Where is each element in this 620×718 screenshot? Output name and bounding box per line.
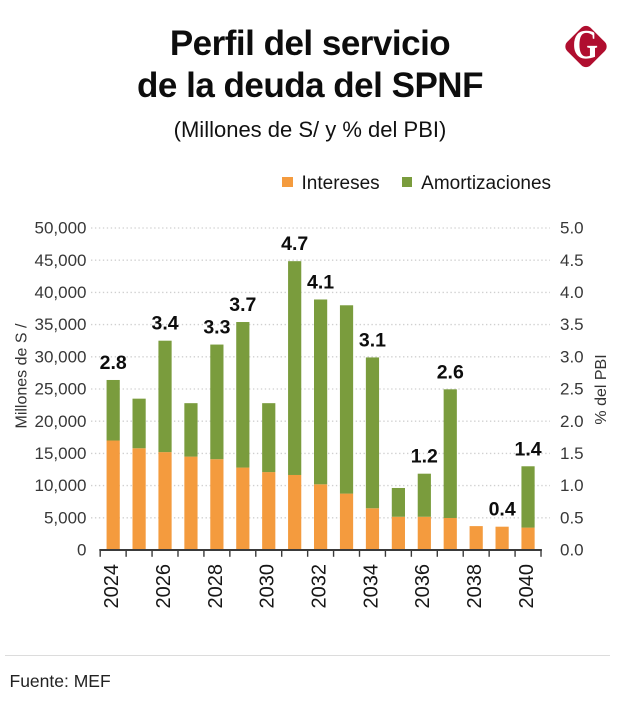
svg-text:3.1: 3.1 bbox=[359, 329, 386, 351]
svg-text:0.4: 0.4 bbox=[489, 499, 516, 521]
svg-text:1.0: 1.0 bbox=[560, 476, 584, 495]
svg-text:2024: 2024 bbox=[101, 564, 123, 609]
svg-text:15,000: 15,000 bbox=[35, 444, 87, 463]
svg-text:4.5: 4.5 bbox=[560, 251, 584, 270]
svg-text:2026: 2026 bbox=[153, 564, 175, 609]
svg-text:40,000: 40,000 bbox=[35, 283, 87, 302]
svg-text:1.5: 1.5 bbox=[560, 444, 584, 463]
svg-text:25,000: 25,000 bbox=[35, 380, 87, 399]
svg-text:0.0: 0.0 bbox=[560, 541, 584, 560]
svg-text:2.8: 2.8 bbox=[100, 352, 127, 374]
svg-text:2.5: 2.5 bbox=[560, 380, 584, 399]
svg-text:3.5: 3.5 bbox=[560, 315, 584, 334]
svg-text:1.4: 1.4 bbox=[514, 438, 541, 460]
svg-text:4.0: 4.0 bbox=[560, 283, 584, 302]
svg-text:% del PBI: % del PBI bbox=[593, 354, 610, 424]
svg-text:4.1: 4.1 bbox=[307, 272, 334, 294]
svg-text:3.3: 3.3 bbox=[203, 317, 230, 339]
svg-text:5,000: 5,000 bbox=[44, 508, 87, 527]
svg-text:4.7: 4.7 bbox=[281, 233, 308, 255]
svg-text:2028: 2028 bbox=[205, 564, 227, 609]
svg-text:3.7: 3.7 bbox=[229, 294, 256, 316]
svg-text:30,000: 30,000 bbox=[35, 347, 87, 366]
svg-text:2036: 2036 bbox=[412, 564, 434, 609]
svg-text:0: 0 bbox=[77, 541, 86, 560]
svg-text:3.4: 3.4 bbox=[151, 313, 178, 335]
svg-text:2040: 2040 bbox=[516, 564, 538, 609]
svg-text:2.6: 2.6 bbox=[437, 361, 464, 383]
svg-text:2032: 2032 bbox=[309, 564, 331, 609]
svg-text:35,000: 35,000 bbox=[35, 315, 87, 334]
svg-text:2038: 2038 bbox=[464, 564, 486, 609]
svg-text:2.0: 2.0 bbox=[560, 412, 584, 431]
svg-text:20,000: 20,000 bbox=[35, 412, 87, 431]
svg-text:3.0: 3.0 bbox=[560, 347, 584, 366]
svg-text:2034: 2034 bbox=[360, 564, 382, 609]
svg-text:1.2: 1.2 bbox=[411, 446, 438, 468]
svg-text:0.5: 0.5 bbox=[560, 508, 584, 527]
svg-text:50,000: 50,000 bbox=[35, 219, 87, 238]
svg-text:45,000: 45,000 bbox=[35, 251, 87, 270]
svg-text:Millones de S /: Millones de S / bbox=[13, 323, 30, 428]
svg-text:5.0: 5.0 bbox=[560, 219, 584, 238]
svg-text:2030: 2030 bbox=[257, 564, 279, 609]
svg-text:10,000: 10,000 bbox=[35, 476, 87, 495]
